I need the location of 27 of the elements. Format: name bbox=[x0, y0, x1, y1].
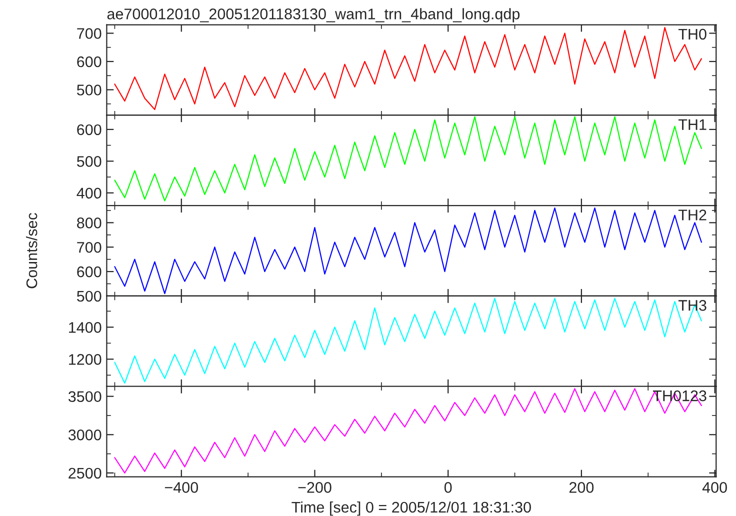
x-tick-label: 400 bbox=[702, 482, 727, 493]
x-tick-label: 0 bbox=[444, 482, 452, 493]
series-label: TH1 bbox=[678, 119, 706, 130]
y-tick-label: 400 bbox=[76, 188, 102, 199]
x-tick-label: −400 bbox=[164, 482, 198, 493]
y-tick-label: 3500 bbox=[68, 391, 102, 402]
x-tick-label: 200 bbox=[569, 482, 594, 493]
y-tick-label: 800 bbox=[77, 218, 102, 228]
y-tick-label: 500 bbox=[76, 156, 102, 167]
y-tick-label: 600 bbox=[77, 56, 102, 68]
series-label: TH0 bbox=[678, 28, 706, 40]
y-tick-label: 600 bbox=[77, 266, 102, 278]
y-tick-label: 600 bbox=[77, 124, 102, 136]
y-tick-label: 3000 bbox=[68, 430, 102, 440]
y-axis-title: Counts/sec bbox=[26, 212, 38, 288]
chart-title: ae700012010_20051201183130_wam1_trn_4band_long.qdp bbox=[107, 8, 520, 22]
series-label: TH3 bbox=[678, 300, 706, 311]
series-label: TH2 bbox=[678, 210, 706, 220]
y-tick-label: 500 bbox=[76, 290, 102, 302]
x-tick-label: −200 bbox=[298, 482, 332, 493]
x-axis-title: Time [sec] 0 = 2005/12/01 18:31:30 bbox=[292, 501, 531, 516]
y-tick-label: 2500 bbox=[68, 468, 102, 479]
y-tick-label: 1200 bbox=[69, 354, 102, 365]
y-tick-label: 700 bbox=[77, 242, 102, 253]
y-tick-label: 1400 bbox=[69, 322, 102, 333]
y-tick-label: 700 bbox=[77, 28, 102, 39]
y-tick-label: 500 bbox=[76, 84, 102, 96]
